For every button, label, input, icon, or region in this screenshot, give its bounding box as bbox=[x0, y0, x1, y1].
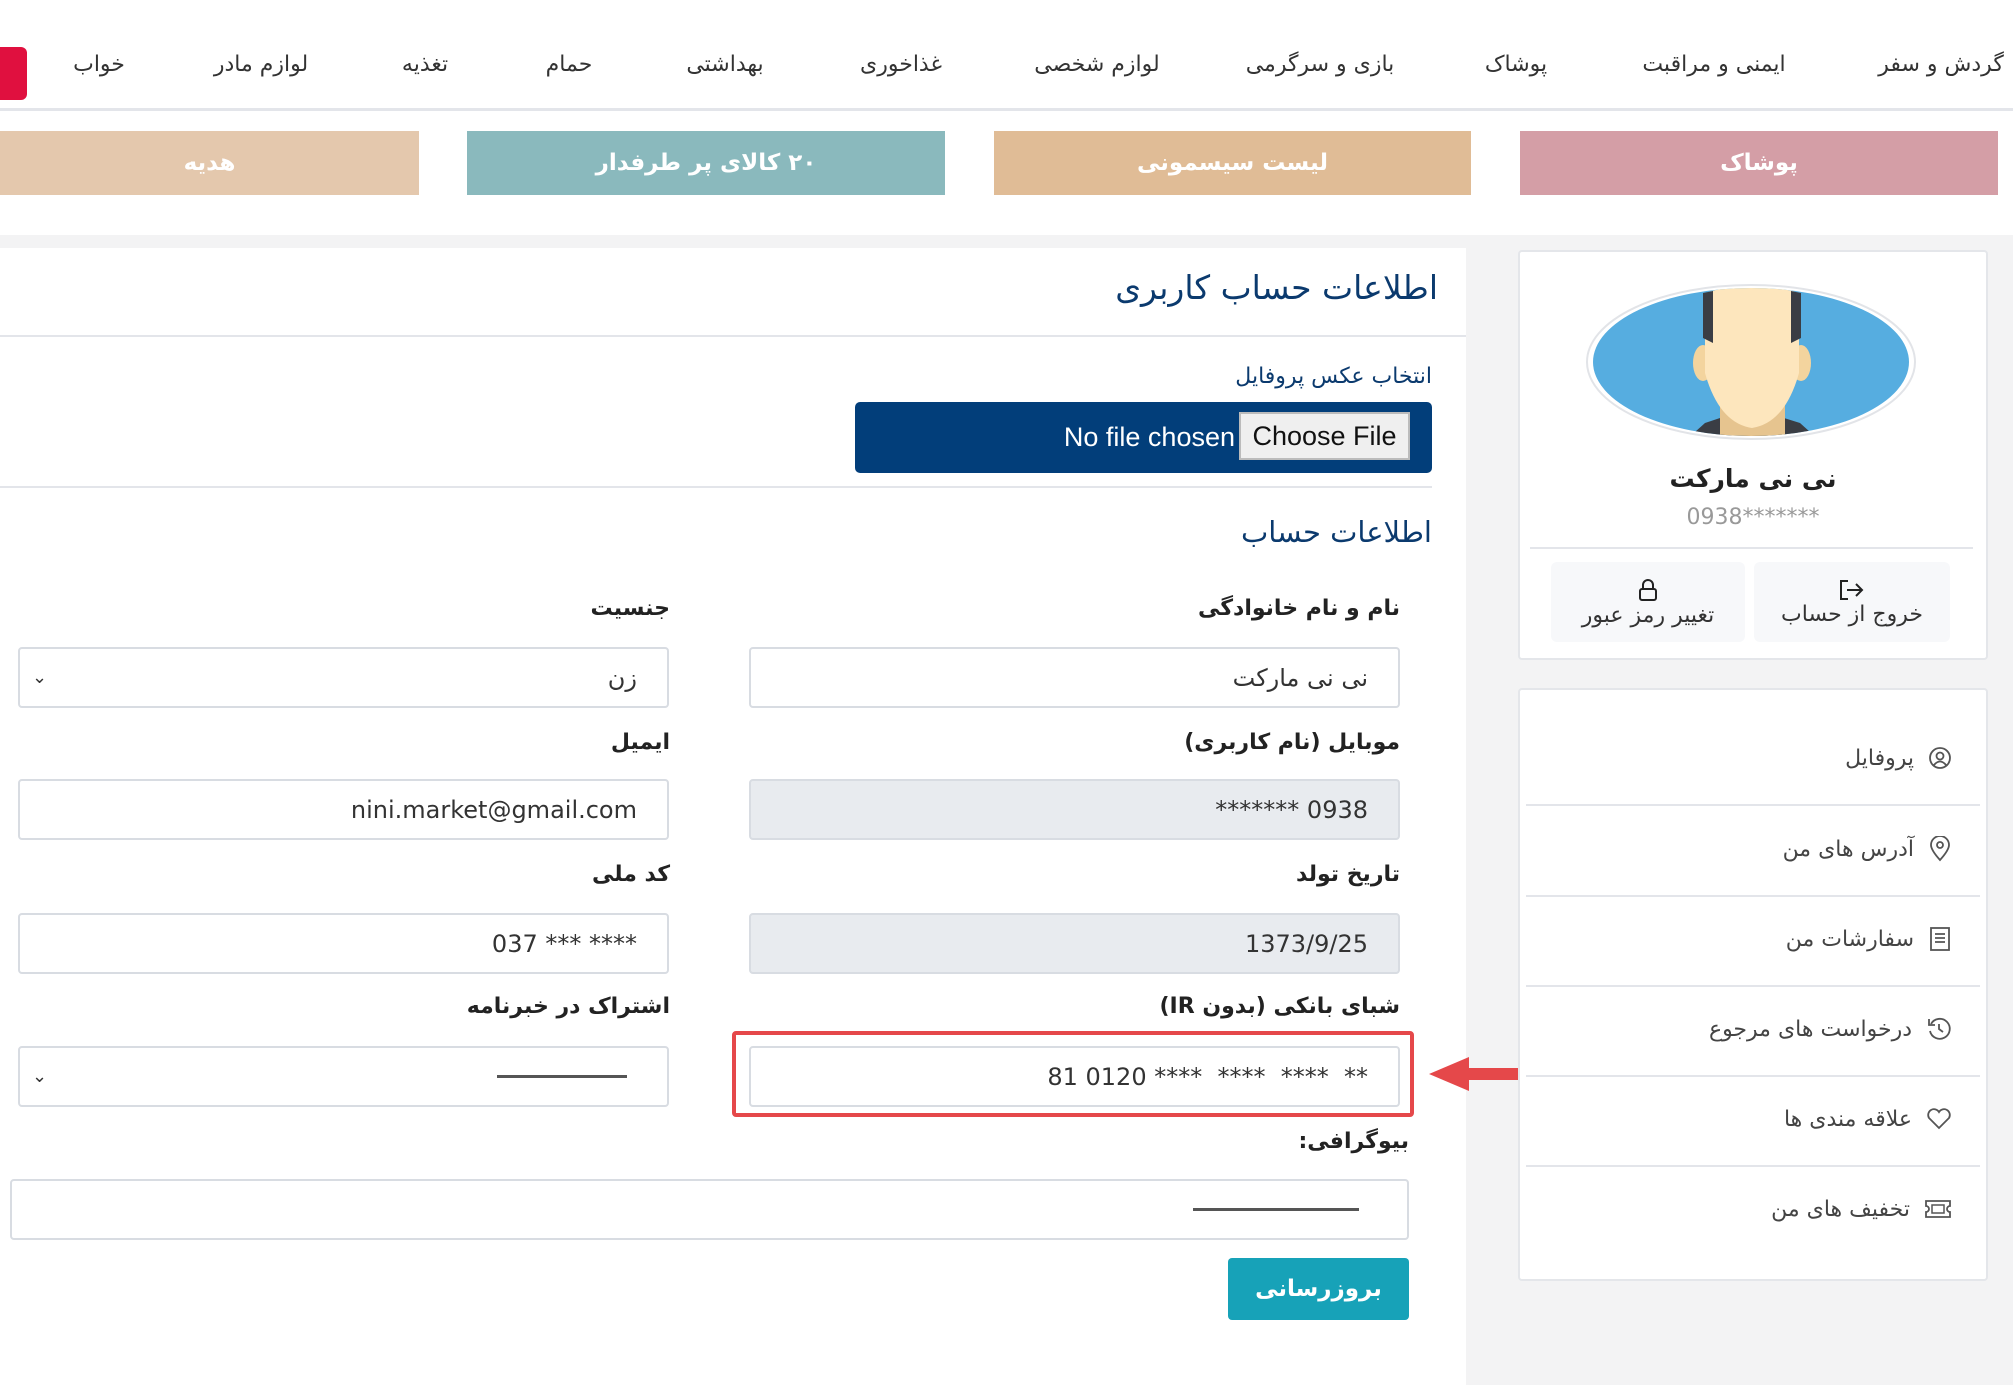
menu-item-profile[interactable]: پروفایل bbox=[1526, 714, 1980, 802]
national-code-input[interactable]: 037 *** **** bbox=[18, 913, 669, 974]
banner-clothing[interactable]: پوشاک bbox=[1520, 131, 1998, 195]
mobile-label: موبایل (نام کاربری) bbox=[1184, 730, 1400, 755]
menu-item-wishlist[interactable]: علاقه مندی ها bbox=[1526, 1075, 1980, 1163]
sheba-value: 81 0120 **** **** **** ** bbox=[1047, 1062, 1368, 1091]
birthdate-label: تاریخ تولد bbox=[1296, 862, 1400, 887]
nav-item[interactable]: ایمنی و مراقبت bbox=[1642, 52, 1786, 77]
nav-item[interactable]: لوازم مادر bbox=[213, 52, 309, 77]
menu-label: پروفایل bbox=[1845, 745, 1914, 771]
nav-divider bbox=[0, 108, 2013, 111]
gender-select[interactable]: زن ⌄ bbox=[18, 647, 669, 708]
menu-label: تخفیف های من bbox=[1771, 1196, 1910, 1222]
change-password-label: تغییر رمز عبور bbox=[1581, 602, 1715, 628]
divider bbox=[0, 486, 1432, 488]
account-menu: پروفایل آدرس های من سفارشات من درخواست ه… bbox=[1518, 688, 1988, 1281]
user-circle-icon bbox=[1929, 747, 1951, 769]
name-label: نام و نام خانوادگی bbox=[1198, 596, 1400, 621]
chevron-down-icon: ⌄ bbox=[32, 1066, 48, 1087]
nav-item[interactable]: بهداشتی bbox=[686, 52, 764, 77]
name-input[interactable]: نی نی مارکت bbox=[749, 647, 1400, 708]
change-password-button[interactable]: تغییر رمز عبور bbox=[1551, 562, 1745, 642]
mobile-input: 0938 ******* bbox=[749, 779, 1400, 840]
nav-item[interactable]: حمام bbox=[545, 52, 593, 77]
banner-gift[interactable]: هدیه bbox=[0, 131, 419, 195]
nav-item[interactable]: گردش و سفر bbox=[1878, 52, 2004, 77]
menu-item-discounts[interactable]: تخفیف های من bbox=[1526, 1165, 1980, 1253]
email-input[interactable]: nini.market@gmail.com bbox=[18, 779, 669, 840]
empty-value-dash bbox=[497, 1075, 627, 1078]
section-title: اطلاعات حساب bbox=[1240, 515, 1432, 549]
sheba-input[interactable]: 81 0120 **** **** **** ** bbox=[749, 1046, 1400, 1107]
history-icon bbox=[1928, 1017, 1951, 1040]
birthdate-value: 1373/9/25 bbox=[1244, 929, 1368, 958]
menu-label: آدرس های من bbox=[1782, 836, 1914, 862]
heart-icon bbox=[1927, 1108, 1951, 1130]
menu-item-returns[interactable]: درخواست های مرجوع bbox=[1526, 985, 1980, 1073]
newsletter-select[interactable]: ⌄ bbox=[18, 1046, 669, 1107]
ticket-icon bbox=[1925, 1200, 1951, 1218]
national-code-label: کد ملی bbox=[591, 862, 670, 887]
menu-item-orders[interactable]: سفارشات من bbox=[1526, 895, 1980, 983]
nav-item[interactable]: خواب bbox=[73, 52, 125, 77]
avatar bbox=[1586, 284, 1916, 440]
menu-label: سفارشات من bbox=[1785, 926, 1914, 952]
name-value: نی نی مارکت bbox=[1232, 663, 1368, 692]
logout-button[interactable]: خروج از حساب bbox=[1754, 562, 1950, 642]
nav-item[interactable]: لوازم شخصی bbox=[1034, 52, 1160, 77]
menu-label: درخواست های مرجوع bbox=[1708, 1016, 1912, 1042]
email-value: nini.market@gmail.com bbox=[350, 795, 637, 824]
menu-label: علاقه مندی ها bbox=[1783, 1106, 1912, 1132]
divider bbox=[1530, 547, 1973, 549]
nav-item[interactable]: تغذیه bbox=[401, 52, 449, 77]
logout-icon bbox=[1840, 579, 1864, 600]
menu-item-addresses[interactable]: آدرس های من bbox=[1526, 805, 1980, 893]
gender-label: جنسیت bbox=[590, 596, 671, 621]
nav-item[interactable]: بازی و سرگرمی bbox=[1245, 52, 1395, 77]
page-title: اطلاعات حساب کاربری bbox=[1115, 268, 1438, 307]
profile-phone: 0938******* bbox=[1686, 505, 1820, 530]
photo-label: انتخاب عکس پروفایل bbox=[1235, 364, 1432, 389]
nav-item[interactable]: پوشاک bbox=[1484, 52, 1548, 77]
bio-input[interactable] bbox=[10, 1179, 1409, 1240]
chevron-down-icon: ⌄ bbox=[32, 667, 48, 688]
lock-icon bbox=[1639, 578, 1657, 601]
mobile-value: 0938 ******* bbox=[1215, 795, 1368, 824]
choose-file-button[interactable]: Choose File bbox=[1239, 412, 1410, 460]
no-file-text: No file chosen bbox=[1063, 422, 1235, 452]
profile-name: نی نی مارکت bbox=[1669, 464, 1837, 493]
sheba-label: شبای بانکی (بدون IR) bbox=[1159, 994, 1400, 1019]
banner-layette-list[interactable]: لیست سیسمونی bbox=[994, 131, 1471, 195]
receipt-icon bbox=[1930, 927, 1950, 951]
highlight-box bbox=[732, 1031, 1414, 1117]
file-input[interactable]: No file chosen Choose File bbox=[855, 402, 1432, 473]
divider bbox=[0, 335, 1466, 337]
nav-item[interactable]: غذاخوری bbox=[860, 52, 942, 77]
logout-label: خروج از حساب bbox=[1781, 601, 1923, 627]
birthdate-input: 1373/9/25 bbox=[749, 913, 1400, 974]
nav-active-tab[interactable] bbox=[0, 47, 27, 100]
email-label: ایمیل bbox=[610, 730, 670, 755]
bio-label: بیوگرافی: bbox=[1298, 1129, 1409, 1154]
national-code-value: 037 *** **** bbox=[491, 929, 637, 958]
location-pin-icon bbox=[1930, 836, 1950, 862]
update-button[interactable]: بروزرسانی bbox=[1228, 1258, 1409, 1320]
empty-value-dash bbox=[1193, 1208, 1359, 1211]
newsletter-label: اشتراک در خبرنامه bbox=[466, 994, 670, 1019]
banner-popular-items[interactable]: ۲۰ کالای پر طرفدار bbox=[467, 131, 945, 195]
gender-value: زن bbox=[607, 663, 637, 692]
